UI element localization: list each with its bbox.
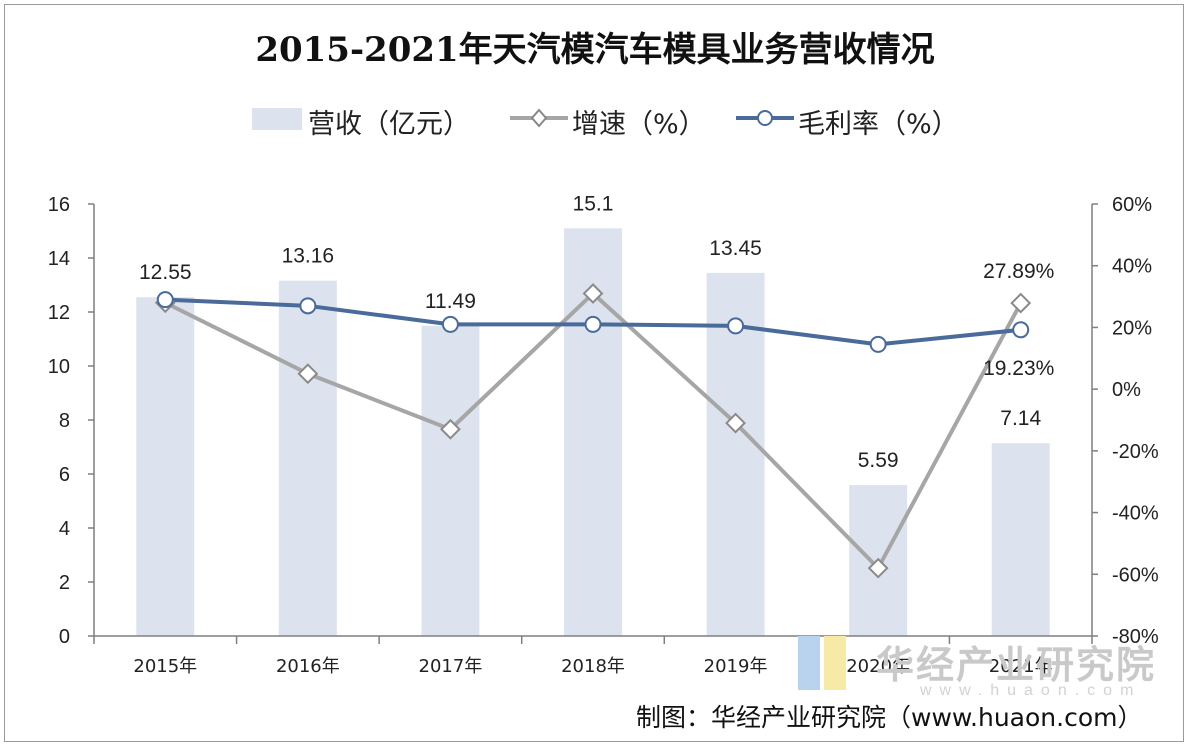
- y-right-tick-4: 0%: [1112, 379, 1141, 401]
- margin-label-6: 19.23%: [983, 357, 1054, 380]
- margin-point-1: [299, 297, 317, 315]
- y-right-tick-7: 60%: [1112, 194, 1152, 216]
- x-tick-4: 2019年: [704, 656, 768, 677]
- y-right-tick-3: -20%: [1112, 441, 1159, 463]
- y-left-tick-7: 14: [48, 248, 70, 270]
- margin-point-3: [584, 315, 602, 333]
- y-right-tick-5: 20%: [1112, 317, 1152, 339]
- bar-label-1: 13.16: [282, 245, 335, 268]
- y-right-tick-1: -60%: [1112, 564, 1159, 586]
- legend-swatch-growth: [510, 108, 568, 128]
- y-left-tick-6: 12: [48, 302, 70, 324]
- bar-label-5: 5.59: [858, 449, 899, 472]
- x-tick-2: 2017年: [419, 656, 483, 677]
- growth-point-2: [440, 418, 461, 440]
- x-tick-0: 2015年: [133, 656, 197, 677]
- x-tick-6: 2021年: [989, 656, 1053, 677]
- source-credit: 制图：华经产业研究院（www.huaon.com）: [636, 703, 1143, 732]
- margin-point-2: [441, 315, 459, 333]
- growth-point-5: [867, 557, 889, 579]
- margin-point-6: [1012, 321, 1030, 339]
- growth-point-4: [725, 412, 746, 434]
- x-tick-5: 2020年: [846, 656, 910, 677]
- legend: 营收（亿元） 增速（%） 毛利率（%）: [0, 96, 1190, 140]
- bar-6: [991, 443, 1050, 636]
- y-left-tick-8: 16: [48, 194, 70, 216]
- y-left-tick-1: 2: [59, 572, 70, 594]
- legend-label-growth: 增速（%）: [572, 109, 706, 140]
- margin-point-0: [156, 291, 174, 309]
- growth-point-1: [297, 363, 319, 385]
- legend-label-revenue: 营收（亿元）: [308, 109, 470, 140]
- watermark-text: 华经产业研究院: [876, 643, 1157, 687]
- y-left-tick-4: 8: [59, 410, 70, 432]
- y-left-tick-3: 6: [59, 464, 70, 486]
- x-tick-3: 2018年: [561, 656, 625, 677]
- growth-point-3: [582, 283, 604, 304]
- growth-point-6: [1010, 292, 1032, 314]
- x-tick-1: 2016年: [276, 656, 340, 677]
- y-right-tick-6: 40%: [1112, 256, 1152, 278]
- legend-swatch-margin: [736, 110, 794, 126]
- y-right-tick-0: -80%: [1112, 626, 1159, 648]
- chart-title: 2015-2021年天汽模汽车模具业务营收情况: [255, 30, 935, 70]
- legend-label-margin: 毛利率（%）: [798, 109, 959, 140]
- bar-0: [136, 297, 195, 636]
- bar-label-4: 13.45: [709, 237, 762, 260]
- bar-2: [421, 325, 480, 636]
- y-left-tick-2: 4: [59, 518, 70, 540]
- growth-label-6: 27.89%: [983, 260, 1054, 283]
- y-left-tick-5: 10: [48, 356, 70, 378]
- legend-swatch-bar: [252, 108, 302, 130]
- bar-1: [278, 280, 337, 636]
- margin-point-5: [869, 335, 887, 353]
- watermark: 华经产业研究院 www.huaon.com: [790, 630, 1170, 699]
- watermark-url: www.huaon.com: [920, 682, 1142, 699]
- margin-point-4: [727, 317, 745, 335]
- bar-label-3: 15.1: [573, 192, 614, 215]
- bar-label-0: 12.55: [139, 261, 192, 284]
- bar-label-2: 11.49: [425, 290, 476, 313]
- watermark-logo-icon: [798, 636, 846, 690]
- bar-label-6: 7.14: [1000, 407, 1041, 430]
- y-left-tick-0: 0: [59, 626, 70, 648]
- y-right-tick-2: -40%: [1112, 503, 1159, 525]
